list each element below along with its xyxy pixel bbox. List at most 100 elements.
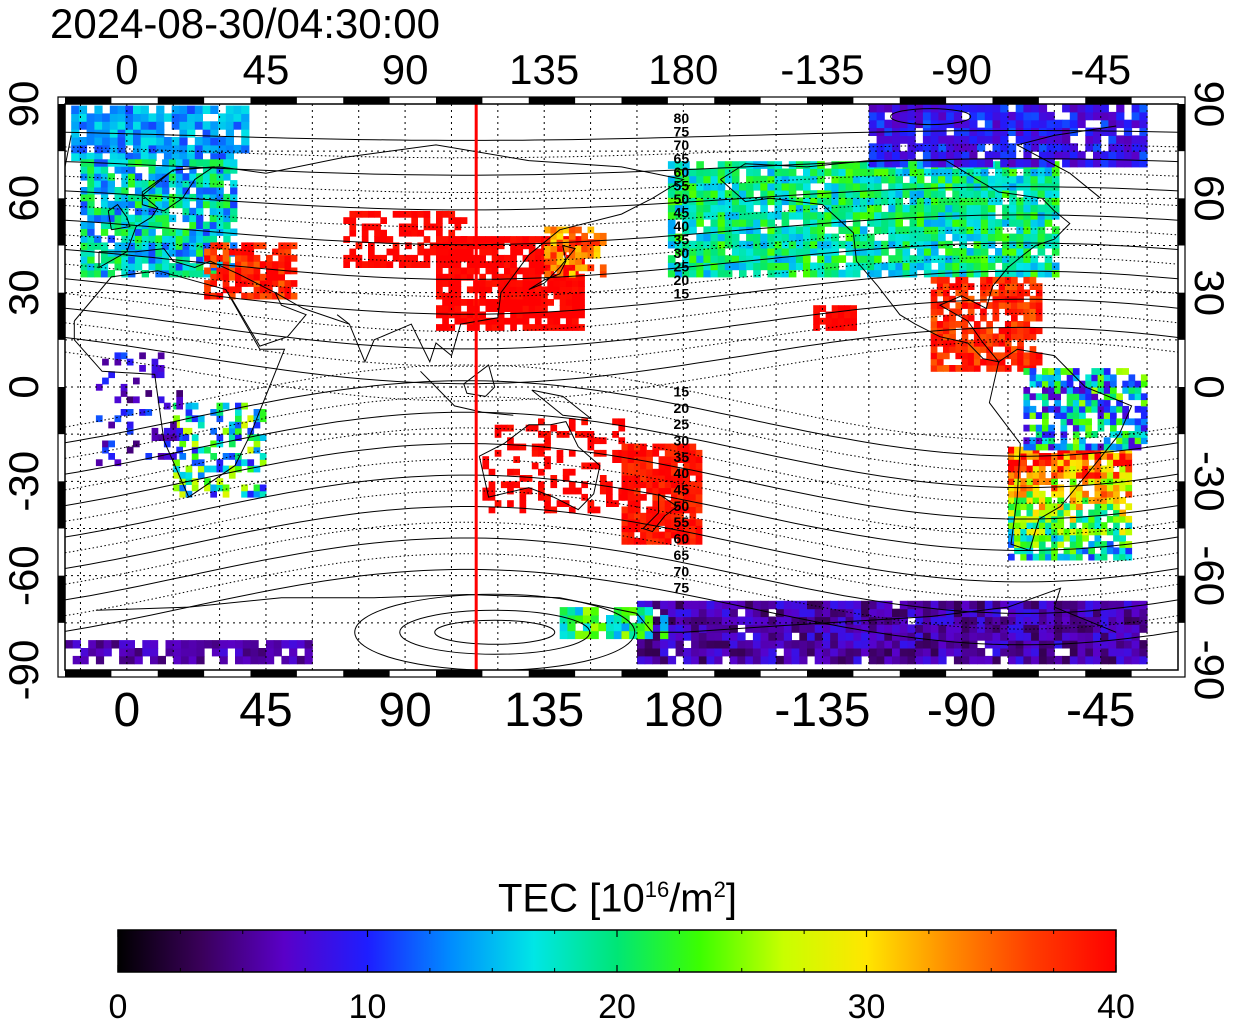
tec-cell [1113, 490, 1120, 498]
tec-cell [157, 453, 165, 460]
tec-cell [168, 159, 177, 167]
tec-cell [1110, 424, 1117, 432]
tec-cell [931, 197, 939, 206]
tec-cell [987, 262, 996, 271]
tec-cell [568, 270, 576, 278]
tec-cell [967, 346, 975, 353]
tec-cell [241, 144, 250, 154]
tec-cell [876, 655, 885, 665]
tec-cell [837, 608, 847, 618]
tec-cell [930, 655, 939, 665]
tec-cell [1103, 387, 1111, 394]
tec-cell [1113, 503, 1120, 511]
tec-cell [791, 640, 800, 649]
tec-cell [845, 175, 854, 184]
tec-cell [810, 262, 818, 271]
tec-cell [1030, 190, 1039, 198]
tec-cell [1004, 308, 1012, 316]
tec-cell [141, 270, 149, 278]
tec-cell [884, 640, 893, 649]
tec-cell [930, 135, 939, 144]
tec-cell [916, 190, 925, 198]
tec-cell [1011, 308, 1018, 316]
frame-bar-right [1178, 292, 1185, 340]
tec-cell [992, 339, 1000, 347]
tec-cell [1023, 135, 1032, 144]
tec-cell [510, 280, 517, 287]
tec-cell [565, 286, 573, 294]
tec-cell [955, 283, 963, 290]
tec-cell [852, 269, 861, 278]
tec-cell [922, 143, 932, 152]
tec-cell [175, 187, 183, 195]
tec-cell [141, 214, 149, 223]
tec-cell [774, 226, 783, 234]
tec-cell [923, 248, 932, 256]
tec-cell [1062, 119, 1071, 129]
tec-cell [466, 254, 474, 262]
tec-cell [141, 187, 149, 195]
frame-bar-bottom [621, 670, 668, 677]
tec-cell [953, 648, 963, 657]
tec-cell [1057, 528, 1065, 536]
tec-cell [767, 233, 775, 242]
tec-cell [171, 121, 180, 130]
tec-cell [952, 168, 960, 177]
tec-cell [760, 175, 768, 184]
tec-cell [1002, 168, 1010, 177]
tec-cell [984, 127, 993, 136]
tec-cell [795, 248, 804, 256]
tec-cell [1062, 655, 1071, 665]
tec-cell [980, 327, 987, 335]
tec-cell [1113, 528, 1120, 536]
tec-cell [114, 263, 122, 271]
tec-cell [107, 180, 115, 188]
tec-cell [1023, 358, 1031, 366]
tec-cell [534, 324, 542, 331]
tec-cell [781, 219, 790, 227]
tec-cell [1030, 175, 1039, 184]
tec-cell [241, 459, 248, 467]
tec-cell [488, 493, 496, 501]
tec-cell [1057, 490, 1065, 498]
tec-cell [1085, 648, 1094, 657]
tec-cell [888, 211, 896, 220]
tec-cell [722, 632, 731, 641]
tec-cell [235, 655, 244, 665]
tec-cell [575, 245, 582, 253]
tec-cell [945, 219, 953, 227]
tec-cell [1113, 453, 1120, 460]
tec-cell [168, 235, 177, 243]
tec-cell [753, 168, 761, 177]
tec-cell [902, 182, 911, 191]
tec-cell [210, 261, 217, 268]
tec-cell [852, 219, 861, 227]
tec-cell [973, 269, 982, 278]
tec-cell [1116, 104, 1125, 113]
tec-cell [850, 311, 857, 319]
tec-cell [953, 135, 963, 144]
tec-cell [189, 228, 197, 236]
contour-label-north: 15 [674, 286, 690, 302]
tec-cell [1079, 399, 1086, 407]
tec-cell [182, 242, 190, 250]
tec-cell [1123, 143, 1133, 152]
tec-cell [884, 624, 893, 633]
tec-cell [652, 500, 660, 507]
tec-cell [943, 321, 950, 328]
tec-cell [1108, 119, 1117, 129]
tec-cell [228, 273, 236, 281]
tec-cell [556, 232, 564, 240]
tec-cell [162, 166, 170, 174]
tec-cell [995, 219, 1003, 227]
tec-cell [510, 324, 517, 331]
tec-cell [109, 113, 118, 122]
tec-cell [241, 490, 248, 498]
tec-cell [436, 305, 443, 312]
tec-cell [497, 305, 505, 312]
tec-cell [810, 269, 818, 278]
tec-cell [1045, 478, 1052, 485]
lat-tick-right: 0 [1186, 375, 1233, 398]
tec-cell [168, 270, 177, 278]
tec-cell [915, 640, 924, 649]
